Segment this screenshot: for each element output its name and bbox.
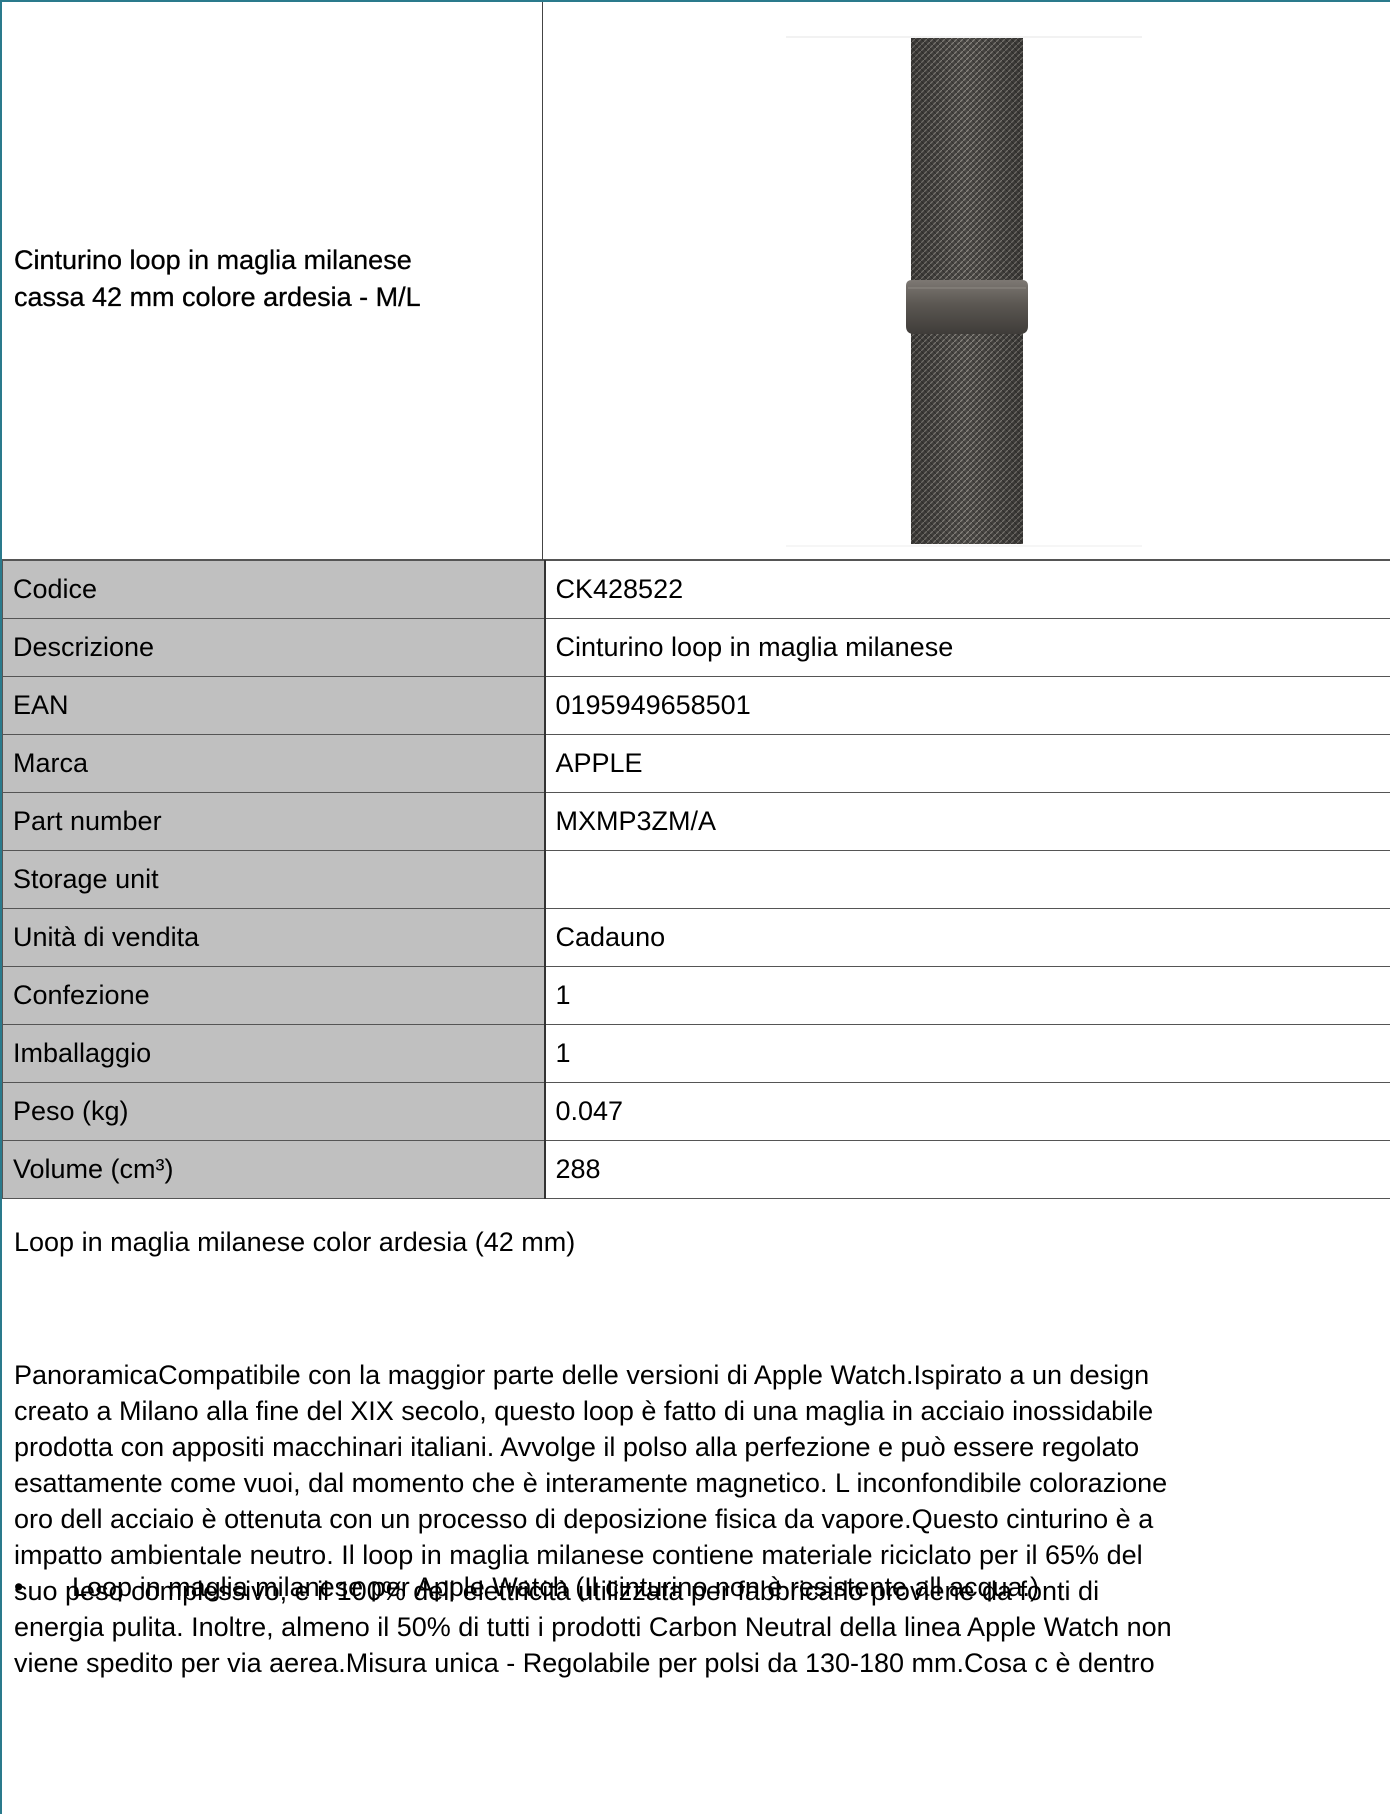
spec-value: APPLE — [544, 734, 1390, 793]
spec-value: 1 — [544, 1024, 1390, 1083]
spec-label: Storage unit — [2, 850, 546, 909]
product-title-line-1: Cinturino loop in maglia milanese — [14, 245, 412, 275]
description-line: PanoramicaCompatibile con la maggior par… — [14, 1360, 1150, 1390]
short-description: Loop in maglia milanese color ardesia (4… — [14, 1227, 576, 1257]
spec-row: Confezione 1 — [2, 966, 1390, 1025]
spec-row: Volume (cm³) 288 — [2, 1140, 1390, 1199]
bullet-symbol: • — [14, 1572, 24, 1602]
spec-value: 0.047 — [544, 1082, 1390, 1141]
header-divider — [542, 2, 543, 560]
product-header: Cinturino loop in maglia milanese cassa … — [2, 2, 1390, 560]
description-line: energia pulita. Inoltre, almeno il 50% d… — [14, 1612, 1172, 1642]
spec-label: Marca — [2, 734, 546, 793]
spec-value: Cadauno — [544, 908, 1390, 967]
contents-item-text: Loop in maglia milanese per Apple Watch … — [72, 1572, 1040, 1602]
product-title: Cinturino loop in maglia milanese cassa … — [14, 242, 534, 316]
spec-value: CK428522 — [544, 560, 1390, 619]
product-title-line-2: cassa 42 mm colore ardesia - M/L — [14, 282, 421, 312]
spec-row: Descrizione Cinturino loop in maglia mila… — [2, 618, 1390, 677]
spec-value: Cinturino loop in maglia milanese — [544, 618, 1390, 677]
spec-label: Volume (cm³) — [2, 1140, 546, 1199]
spec-table: Codice CK428522 Descrizione Cinturino loop … — [2, 560, 1390, 1199]
contents-list-item: • Loop in maglia milanese per Apple Watch… — [14, 1569, 1039, 1605]
spec-value: 0195949658501 — [544, 676, 1390, 735]
spec-row: Part number MXMP3ZM/A — [2, 792, 1390, 851]
spec-row: Peso (kg) 0.047 — [2, 1082, 1390, 1141]
description-line: oro dell acciaio è ottenuta con un proce… — [14, 1504, 1154, 1534]
milanese-loop-band-image — [786, 36, 1142, 547]
spec-row: EAN 0195949658501 — [2, 676, 1390, 735]
spec-label: Imballaggio — [2, 1024, 546, 1083]
spec-value — [544, 850, 1390, 909]
spec-label: Codice — [2, 560, 546, 619]
spec-row: Imballaggio 1 — [2, 1024, 1390, 1083]
spec-row: Unità di vendita Cadauno — [2, 908, 1390, 967]
spec-label: Descrizione — [2, 618, 546, 677]
spec-row: Codice CK428522 — [2, 560, 1390, 619]
description-line: esattamente come vuoi, dal momento che è… — [14, 1468, 1168, 1498]
description-line: creato a Milano alla fine del XIX secolo… — [14, 1396, 1154, 1426]
spec-value: MXMP3ZM/A — [544, 792, 1390, 851]
spec-value: 1 — [544, 966, 1390, 1025]
spec-label: Peso (kg) — [2, 1082, 546, 1141]
spec-label: Unità di vendita — [2, 908, 546, 967]
spec-value: 288 — [544, 1140, 1390, 1199]
description-line: suo peso complessivo, e il 100% dell ele… — [14, 1576, 1100, 1606]
description-line: impatto ambientale neutro. Il loop in ma… — [14, 1540, 1143, 1570]
description-line: viene spedito per via aerea.Misura unica… — [14, 1648, 1155, 1678]
spec-row: Marca APPLE — [2, 734, 1390, 793]
spec-row: Storage unit — [2, 850, 1390, 909]
description-line: prodotta con appositi macchinari italian… — [14, 1432, 1140, 1462]
spec-label: Part number — [2, 792, 546, 851]
spec-label: EAN — [2, 676, 546, 735]
spec-label: Confezione — [2, 966, 546, 1025]
long-description: PanoramicaCompatibile con la maggior par… — [14, 1357, 1389, 1681]
